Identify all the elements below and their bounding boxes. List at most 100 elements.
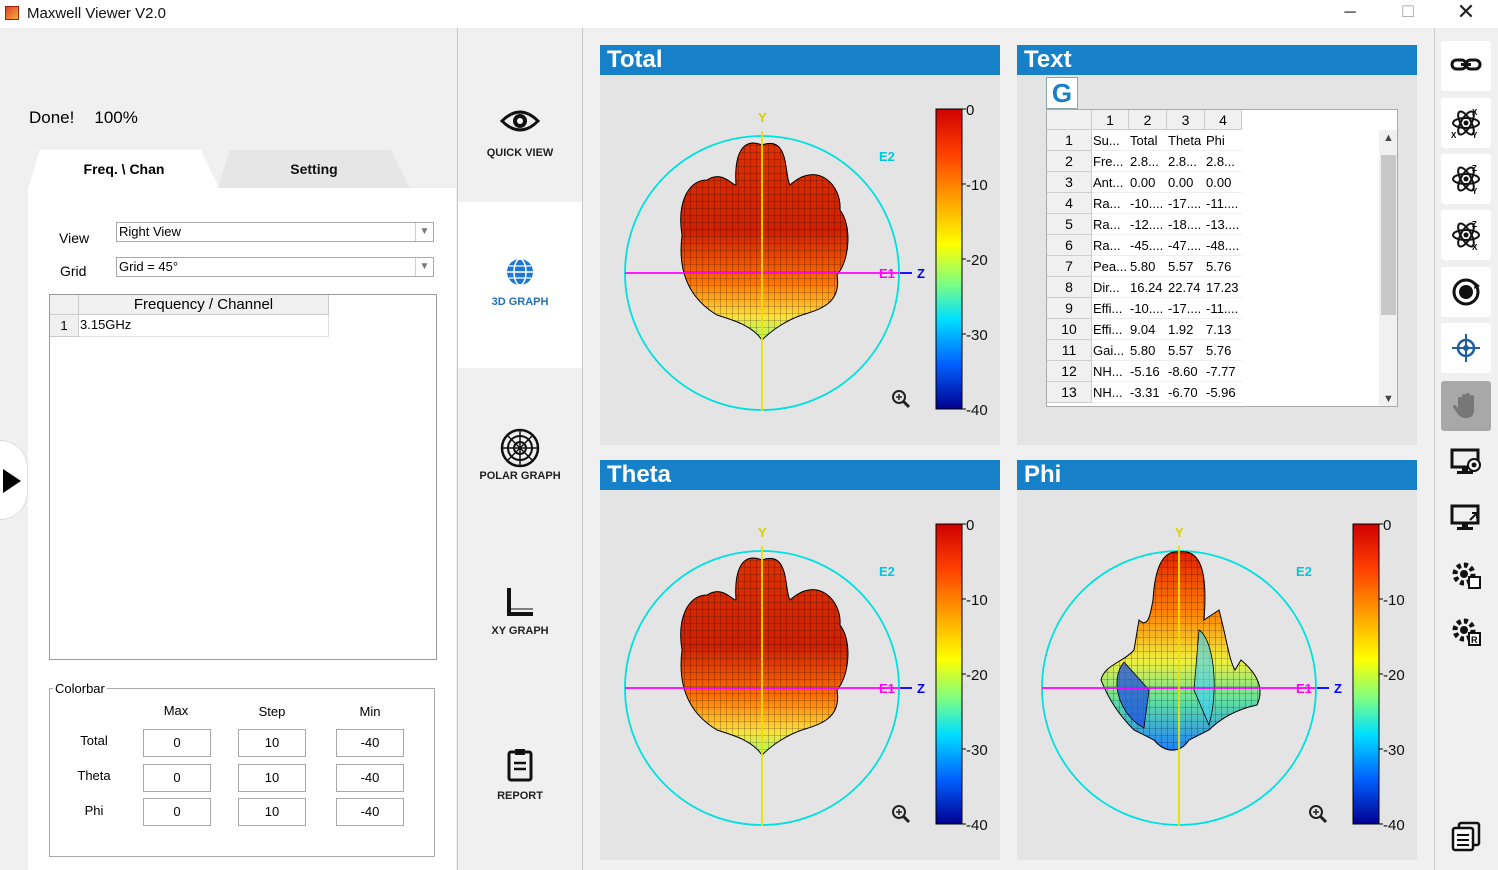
table-cell[interactable]: 2.8...: [1167, 151, 1205, 172]
nav-3d-graph[interactable]: 3D GRAPH: [458, 202, 582, 368]
minimize-button[interactable]: ─: [1344, 4, 1356, 21]
table-cell[interactable]: -12....: [1129, 214, 1167, 235]
table-cell[interactable]: NH...: [1092, 382, 1129, 403]
table-cell[interactable]: 5.57: [1167, 256, 1205, 277]
gear-cube-tool-button[interactable]: [1441, 549, 1491, 599]
link-tool-button[interactable]: [1441, 41, 1491, 91]
table-cell[interactable]: 5.80: [1129, 256, 1167, 277]
table-cell[interactable]: -18....: [1167, 214, 1205, 235]
table-cell[interactable]: -10....: [1129, 193, 1167, 214]
theta-step-input[interactable]: 10: [238, 764, 306, 792]
close-button[interactable]: ✕: [1456, 0, 1476, 24]
table-cell[interactable]: -48....: [1205, 235, 1242, 256]
table-cell[interactable]: -11....: [1205, 193, 1242, 214]
y-axis-label: Y: [1175, 525, 1184, 540]
rotate-360-tool-button[interactable]: [1441, 267, 1491, 317]
g-button[interactable]: G: [1046, 77, 1078, 109]
e1-axis-label: E1: [879, 266, 895, 281]
phi-max-input[interactable]: 0: [143, 798, 211, 826]
table-cell[interactable]: Effi...: [1092, 298, 1129, 319]
table-cell[interactable]: Fre...: [1092, 151, 1129, 172]
frequency-cell[interactable]: 3.15GHz: [79, 315, 329, 337]
table-cell[interactable]: -3.31: [1129, 382, 1167, 403]
table-cell[interactable]: Ra...: [1092, 193, 1129, 214]
table-cell[interactable]: 17.23: [1205, 277, 1242, 298]
nav-report[interactable]: REPORT: [458, 700, 582, 866]
theta-min-input[interactable]: -40: [336, 764, 404, 792]
table-cell[interactable]: 0.00: [1129, 172, 1167, 193]
table-cell[interactable]: Theta: [1167, 130, 1205, 151]
table-cell[interactable]: -47....: [1167, 235, 1205, 256]
table-cell[interactable]: Ant...: [1092, 172, 1129, 193]
table-cell[interactable]: -5.96: [1205, 382, 1242, 403]
phi-3d-plot[interactable]: Y Z E1 E2 0 -10 -20 -30 -40: [1017, 490, 1417, 860]
table-cell[interactable]: 22.74: [1167, 277, 1205, 298]
table-cell[interactable]: -10....: [1129, 298, 1167, 319]
theta-3d-plot[interactable]: Y Z E1 E2 0 -10 -20 -30 -40: [600, 490, 1000, 860]
total-min-input[interactable]: -40: [336, 729, 404, 757]
table-cell[interactable]: 2.8...: [1129, 151, 1167, 172]
theta-max-input[interactable]: 0: [143, 764, 211, 792]
table-cell[interactable]: Effi...: [1092, 319, 1129, 340]
table-cell[interactable]: 16.24: [1129, 277, 1167, 298]
table-cell[interactable]: 0.00: [1167, 172, 1205, 193]
total-step-input[interactable]: 10: [238, 729, 306, 757]
table-cell[interactable]: -6.70: [1167, 382, 1205, 403]
total-3d-plot[interactable]: Y Z E1 E2 0 -10 -20 -30 -40: [600, 75, 1000, 445]
phi-min-input[interactable]: -40: [336, 798, 404, 826]
monitor-camera-tool-button[interactable]: [1441, 437, 1491, 487]
table-cell[interactable]: -7.77: [1205, 361, 1242, 382]
table-cell[interactable]: 9.04: [1129, 319, 1167, 340]
table-cell[interactable]: 0.00: [1205, 172, 1242, 193]
table-cell[interactable]: -17....: [1167, 298, 1205, 319]
table-cell[interactable]: -5.16: [1129, 361, 1167, 382]
table-cell[interactable]: 5.76: [1205, 340, 1242, 361]
grid-select[interactable]: Grid = 45° ▼: [116, 257, 434, 277]
table-cell[interactable]: 2.8...: [1205, 151, 1242, 172]
phi-step-input[interactable]: 10: [238, 798, 306, 826]
table-cell[interactable]: 5.57: [1167, 340, 1205, 361]
nav-polar-graph[interactable]: POLAR GRAPH: [458, 368, 582, 534]
table-cell[interactable]: NH...: [1092, 361, 1129, 382]
tab-setting[interactable]: Setting: [218, 150, 410, 188]
table-cell[interactable]: Gai...: [1092, 340, 1129, 361]
table-cell[interactable]: -17....: [1167, 193, 1205, 214]
hand-tool-button[interactable]: [1441, 381, 1491, 431]
atom-xy-tool-button[interactable]: X Y X: [1441, 98, 1491, 148]
table-cell[interactable]: -13....: [1205, 214, 1242, 235]
crosshair-tool-button[interactable]: [1441, 323, 1491, 373]
scroll-down-icon[interactable]: ▼: [1383, 393, 1394, 405]
table-cell[interactable]: Ra...: [1092, 235, 1129, 256]
nav-quick-view[interactable]: QUICK VIEW: [458, 36, 582, 202]
chevron-down-icon: ▼: [415, 258, 433, 276]
table-cell[interactable]: Dir...: [1092, 277, 1129, 298]
table-cell[interactable]: Phi: [1205, 130, 1242, 151]
table-cell[interactable]: -11....: [1205, 298, 1242, 319]
table-cell[interactable]: Ra...: [1092, 214, 1129, 235]
gear-report-tool-button[interactable]: R: [1441, 605, 1491, 655]
monitor-export-tool-button[interactable]: [1441, 493, 1491, 543]
table-cell[interactable]: -8.60: [1167, 361, 1205, 382]
total-max-input[interactable]: 0: [143, 729, 211, 757]
table-cell[interactable]: 1.92: [1167, 319, 1205, 340]
nav-xy-graph[interactable]: XY GRAPH: [458, 534, 582, 700]
table-cell[interactable]: Total: [1129, 130, 1167, 151]
table-cell[interactable]: 5.80: [1129, 340, 1167, 361]
maximize-button[interactable]: ☐: [1400, 4, 1416, 21]
gear-report-icon: R: [1452, 618, 1481, 646]
text-panel: Text G 1 2 3 4 1 Su... Total Theta Phi 2 Fre... 2.8…: [1017, 45, 1417, 445]
scroll-up-icon[interactable]: ▲: [1383, 132, 1394, 144]
copy-tool-button[interactable]: [1441, 811, 1491, 861]
scroll-thumb[interactable]: [1381, 155, 1396, 315]
table-scrollbar[interactable]: ▲ ▼: [1379, 130, 1397, 406]
tab-freq-chan[interactable]: Freq. \ Chan: [28, 150, 220, 190]
table-cell[interactable]: 5.76: [1205, 256, 1242, 277]
table-cell[interactable]: 7.13: [1205, 319, 1242, 340]
view-select[interactable]: Right View ▼: [116, 222, 434, 242]
table-cell[interactable]: Pea...: [1092, 256, 1129, 277]
table-cell[interactable]: Su...: [1092, 130, 1129, 151]
table-cell[interactable]: -45....: [1129, 235, 1167, 256]
expand-panel-button[interactable]: [0, 440, 28, 520]
